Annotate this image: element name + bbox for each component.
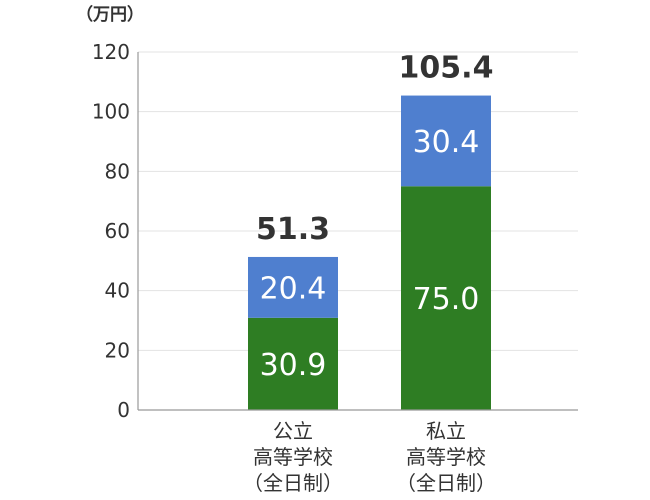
bar-segment	[401, 186, 491, 410]
y-tick-label: 20	[105, 338, 130, 362]
total-value-label: 51.3	[256, 212, 330, 247]
unit-label: （万円）	[76, 4, 144, 25]
segment-value-label: 30.9	[260, 348, 327, 383]
y-tick-label: 80	[105, 159, 130, 183]
bar-segment	[248, 256, 338, 318]
category-label-line: 公立	[273, 419, 313, 443]
segment-value-label: 75.0	[413, 282, 480, 317]
category-label-line: 高等学校	[253, 445, 333, 469]
y-axis-ticks: 0 20 40 60 80 100 120	[92, 40, 130, 422]
total-value-label: 105.4	[399, 51, 494, 86]
segment-value-label: 30.4	[413, 125, 480, 160]
bars: 30.9 20.4 51.3 75.0 30.4 105.4	[248, 51, 493, 410]
bar-segment	[248, 317, 338, 410]
y-tick-label: 60	[105, 219, 130, 243]
y-tick-label: 100	[92, 100, 130, 124]
category-label-line: （全日制）	[396, 471, 496, 495]
category-label-line: 私立	[426, 419, 466, 443]
category-label-line: 高等学校	[406, 445, 486, 469]
y-tick-label: 40	[105, 279, 130, 303]
y-tick-label: 120	[92, 40, 130, 64]
bar-segment	[401, 95, 491, 187]
axes	[137, 52, 578, 411]
y-tick-label: 0	[117, 398, 130, 422]
category-label-line: （全日制）	[243, 471, 343, 495]
segment-value-label: 20.4	[260, 271, 327, 306]
gridlines	[138, 51, 578, 351]
